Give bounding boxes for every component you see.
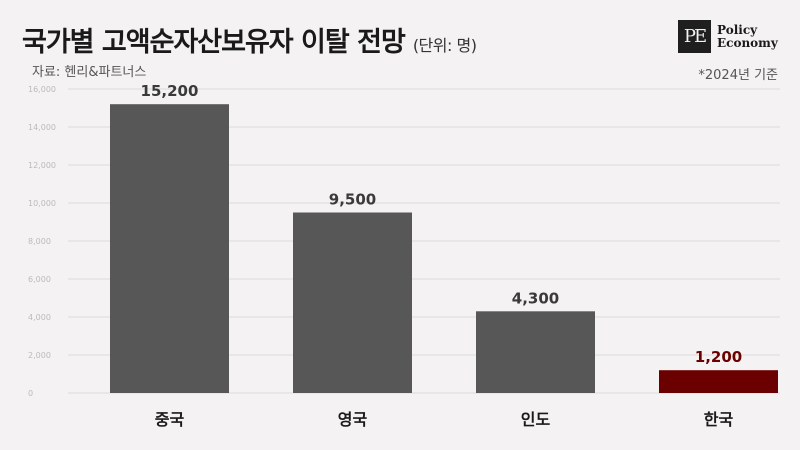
logo-text: Policy Economy xyxy=(717,22,778,50)
bar xyxy=(476,311,595,393)
logo-line-2: Economy xyxy=(717,35,778,50)
x-tick-label: 영국 xyxy=(338,410,368,429)
logo-mark: PE xyxy=(678,20,711,53)
x-tick-label: 인도 xyxy=(521,410,551,429)
logo-line-1: Policy xyxy=(717,22,758,37)
bar xyxy=(293,212,412,393)
bar xyxy=(110,104,229,393)
bar xyxy=(659,370,778,393)
source-label: 자료: 헨리&파트너스 xyxy=(32,65,147,80)
basis-note: *2024년 기준 xyxy=(698,68,778,83)
data-label: 9,500 xyxy=(329,191,376,209)
y-tick-label: 4,000 xyxy=(28,313,51,322)
y-tick-label: 10,000 xyxy=(28,199,56,208)
title-row: 국가별 고액순자산보유자 이탈 전망 (단위: 명) xyxy=(22,20,477,59)
y-tick-label: 2,000 xyxy=(28,351,51,360)
y-tick-label: 16,000 xyxy=(28,85,56,94)
y-tick-label: 8,000 xyxy=(28,237,51,246)
y-tick-label: 6,000 xyxy=(28,275,51,284)
data-label: 1,200 xyxy=(695,348,742,366)
y-tick-label: 14,000 xyxy=(28,123,56,132)
unit-label: (단위: 명) xyxy=(412,36,477,55)
chart-title: 국가별 고액순자산보유자 이탈 전망 xyxy=(22,27,406,58)
y-tick-label: 0 xyxy=(28,389,33,398)
y-tick-label: 12,000 xyxy=(28,161,56,170)
data-label: 15,200 xyxy=(141,82,199,100)
policy-economy-logo: PE Policy Economy xyxy=(678,20,778,53)
data-label: 4,300 xyxy=(512,289,559,307)
x-tick-label: 중국 xyxy=(155,410,185,429)
x-tick-label: 한국 xyxy=(704,410,734,429)
